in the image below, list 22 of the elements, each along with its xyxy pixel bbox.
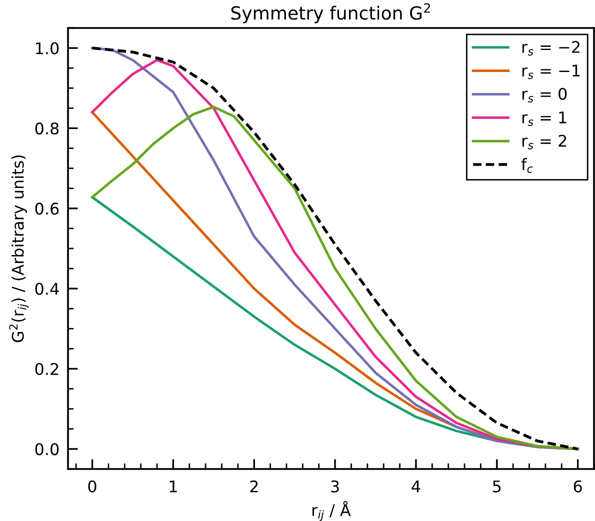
y-tick-label: 0.2: [35, 362, 58, 376]
legend-label: r$_{s}$ = 1: [522, 112, 566, 126]
legend-label: r$_{s}$ = −1: [522, 64, 580, 80]
legend-label: r$_{s}$ = 2: [522, 134, 566, 150]
y-tick-label: 0.6: [35, 202, 59, 215]
legend-label: r$_{s}$ = −2: [522, 40, 580, 56]
x-axis-title: r$_{ij}$ / Å: [312, 501, 351, 521]
x-tick-label: 4: [412, 480, 420, 492]
x-tick-label: 0: [88, 480, 96, 492]
chart-title: Symmetry function G$^{2}$: [231, 3, 430, 24]
x-tick-label: 3: [331, 480, 339, 492]
y-tick-label: 0.0: [35, 443, 59, 456]
legend-label: f$_{c}$: [521, 158, 533, 173]
legend-label: r$_{s}$ = 0: [522, 88, 567, 102]
y-tick-label: 0.8: [35, 122, 59, 135]
x-tick-label: 6: [574, 480, 582, 492]
y-tick-label: 1.0: [36, 42, 59, 54]
x-tick-label: 5: [493, 480, 501, 492]
x-tick-label: 1: [170, 480, 177, 492]
y-tick-label: 0.4: [35, 282, 59, 295]
x-tick-label: 2: [250, 480, 258, 492]
y-axis-title: G$^{2}$(r$_{ij}$) / (Arbitrary units): [9, 155, 29, 342]
